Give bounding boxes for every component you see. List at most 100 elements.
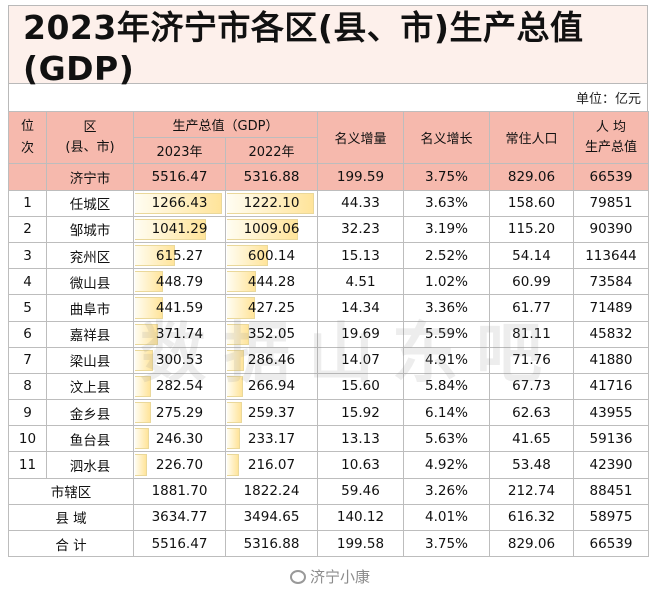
summary-name: 市辖区 — [8, 477, 134, 505]
row-growth: 2.52% — [403, 241, 490, 270]
row-name: 汶上县 — [46, 372, 134, 401]
summary-population: 212.74 — [489, 477, 574, 505]
row-rank: 5 — [8, 294, 47, 322]
header-per-capita-line2: 生产总值 — [584, 139, 637, 155]
row-gdp-2023: 275.29 — [133, 399, 226, 427]
row-population: 41.65 — [489, 425, 574, 453]
row-growth: 4.92% — [403, 451, 490, 479]
total-increase: 199.59 — [317, 163, 404, 191]
row-gdp-2022: 600.14 — [225, 241, 318, 270]
row-gdp-2023-value: 275.29 — [155, 404, 204, 421]
row-growth: 5.84% — [403, 372, 490, 401]
row-gdp-2022-value: 600.14 — [247, 247, 296, 264]
row-increase: 19.69 — [317, 320, 404, 348]
table-row: 5 曲阜市 441.59 427.25 14.34 3.36% 61.77 71489 — [8, 294, 649, 322]
row-gdp-2023-value: 615.27 — [155, 247, 204, 264]
row-gdp-2023-databar — [135, 297, 163, 319]
row-gdp-2022: 216.07 — [225, 451, 318, 479]
summary-population: 829.06 — [489, 529, 574, 558]
row-gdp-2023-databar — [135, 244, 176, 267]
row-gdp-2023-value: 441.59 — [155, 299, 204, 316]
row-gdp-2023: 1041.29 — [133, 215, 226, 243]
row-name: 微山县 — [46, 268, 134, 296]
row-gdp-2023-value: 371.74 — [155, 326, 204, 343]
row-rank: 2 — [8, 215, 47, 243]
row-rank: 7 — [8, 346, 47, 374]
row-gdp-2022: 1222.10 — [225, 189, 318, 217]
header-nominal-increase: 名义增量 — [317, 110, 404, 165]
summary-gdp-2022: 3494.65 — [225, 503, 318, 532]
weibo-icon — [290, 569, 306, 584]
row-population: 158.60 — [489, 189, 574, 217]
row-per-capita: 90390 — [573, 215, 649, 243]
summary-gdp-2022: 1822.24 — [225, 477, 318, 505]
row-population: 61.77 — [489, 294, 574, 322]
row-name: 金乡县 — [46, 399, 134, 427]
row-gdp-2022: 233.17 — [225, 425, 318, 453]
row-gdp-2022: 259.37 — [225, 399, 318, 427]
row-growth: 3.36% — [403, 294, 490, 322]
weibo-credit-text: 济宁小康 — [310, 568, 371, 586]
row-gdp-2022-databar — [227, 244, 268, 267]
summary-growth: 3.26% — [403, 477, 490, 505]
row-gdp-2023-databar — [135, 323, 158, 345]
row-gdp-2022-databar — [227, 192, 314, 214]
row-gdp-2022: 1009.06 — [225, 215, 318, 243]
table-row: 11 泗水县 226.70 216.07 10.63 4.92% 53.48 42390 — [8, 451, 649, 479]
row-gdp-2022-value: 216.07 — [247, 457, 296, 474]
row-increase: 15.60 — [317, 372, 404, 401]
row-per-capita: 42390 — [573, 451, 649, 479]
row-per-capita: 71489 — [573, 294, 649, 322]
summary-per-capita: 66539 — [573, 529, 649, 558]
row-population: 60.99 — [489, 268, 574, 296]
table-body: 济宁市 5516.47 5316.88 199.59 3.75% 829.06 … — [8, 163, 649, 558]
total-row: 济宁市 5516.47 5316.88 199.59 3.75% 829.06 … — [8, 163, 649, 191]
row-per-capita: 45832 — [573, 320, 649, 348]
summary-row: 县 域 3634.77 3494.65 140.12 4.01% 616.32 58975 — [8, 503, 649, 532]
row-gdp-2022-value: 233.17 — [247, 430, 296, 447]
header-year-2022: 2022年 — [225, 137, 318, 165]
header-per-capita-line1: 人 均 — [595, 119, 627, 135]
row-rank: 1 — [8, 189, 47, 217]
row-population: 67.73 — [489, 372, 574, 401]
header-population: 常住人口 — [489, 110, 574, 165]
row-increase: 14.34 — [317, 294, 404, 322]
row-population: 81.11 — [489, 320, 574, 348]
summary-growth: 3.75% — [403, 529, 490, 558]
row-gdp-2022-databar — [227, 218, 299, 240]
row-per-capita: 43955 — [573, 399, 649, 427]
table-row: 10 鱼台县 246.30 233.17 13.13 5.63% 41.65 59136 — [8, 425, 649, 453]
summary-increase: 140.12 — [317, 503, 404, 532]
row-gdp-2022-value: 259.37 — [247, 404, 296, 421]
row-gdp-2023: 371.74 — [133, 320, 226, 348]
row-gdp-2023-databar — [135, 428, 149, 450]
row-increase: 32.23 — [317, 215, 404, 243]
row-name: 嘉祥县 — [46, 320, 134, 348]
row-gdp-2023: 1266.43 — [133, 189, 226, 217]
summary-gdp-2023: 1881.70 — [133, 477, 226, 505]
row-rank: 10 — [8, 425, 47, 453]
row-gdp-2023-databar — [135, 402, 151, 424]
summary-per-capita: 58975 — [573, 503, 649, 532]
row-per-capita: 59136 — [573, 425, 649, 453]
summary-name: 县 域 — [8, 503, 134, 532]
row-gdp-2022-value: 352.05 — [247, 326, 296, 343]
row-gdp-2022-value: 1222.10 — [243, 195, 300, 212]
total-gdp-2023: 5516.47 — [133, 163, 226, 191]
table-row: 3 兖州区 615.27 600.14 15.13 2.52% 54.14 113644 — [8, 241, 649, 270]
summary-name: 合 计 — [8, 529, 134, 558]
table-row: 4 微山县 448.79 444.28 4.51 1.02% 60.99 73584 — [8, 268, 649, 296]
row-name: 邹城市 — [46, 215, 134, 243]
row-name: 梁山县 — [46, 346, 134, 374]
header-region-line2: (县、市) — [65, 139, 115, 155]
row-increase: 14.07 — [317, 346, 404, 374]
row-gdp-2022-value: 444.28 — [247, 273, 296, 290]
row-rank: 9 — [8, 399, 47, 427]
row-gdp-2022-databar — [227, 297, 255, 319]
row-gdp-2022-databar — [227, 454, 240, 476]
row-gdp-2023: 282.54 — [133, 372, 226, 401]
row-gdp-2023: 226.70 — [133, 451, 226, 479]
row-gdp-2022-databar — [227, 428, 241, 450]
row-gdp-2022-value: 427.25 — [247, 299, 296, 316]
row-population: 54.14 — [489, 241, 574, 270]
